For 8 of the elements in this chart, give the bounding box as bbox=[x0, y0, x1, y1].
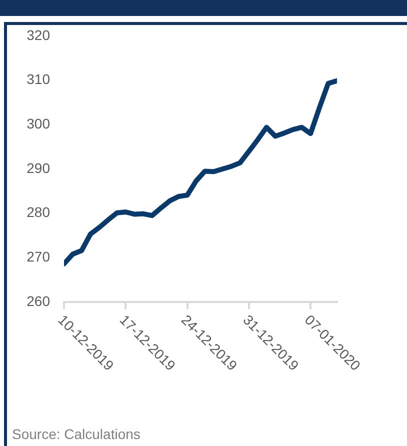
source-note: Source: Calculations bbox=[12, 426, 140, 442]
y-tick-label: 260 bbox=[26, 292, 50, 309]
y-tick-label: 310 bbox=[26, 71, 50, 88]
y-tick-label: 320 bbox=[26, 26, 50, 43]
y-tick-label: 280 bbox=[26, 204, 50, 220]
y-tick-label: 290 bbox=[26, 160, 50, 176]
y-tick-label: 300 bbox=[26, 116, 50, 132]
y-tick-label: 270 bbox=[26, 248, 50, 265]
